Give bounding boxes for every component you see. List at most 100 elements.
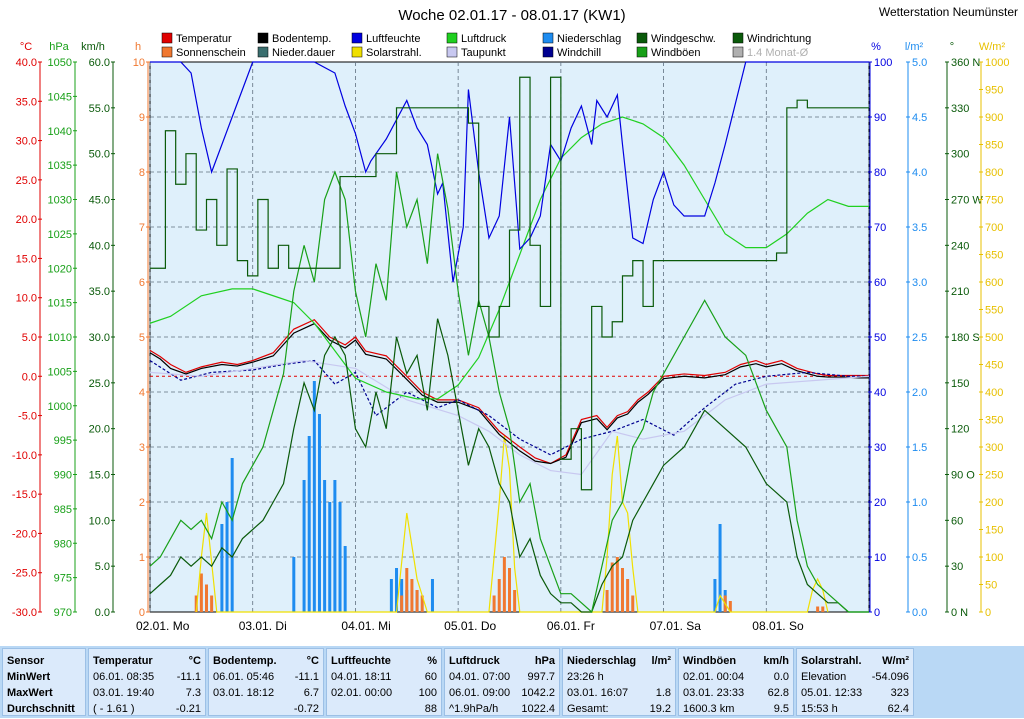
axes: 40.035.030.025.020.015.010.05.00.0-5.0-1… [12,41,1010,619]
axis-tick-label: 950 [985,85,1003,97]
stats-cell-value: -11.1 [176,671,201,683]
legend-label: Windrichtung [747,33,811,45]
axis-tick-label: 1000 [48,401,72,413]
legend: Temperatur Sonnenschein Bodentemp. Nieder.d… [161,32,811,59]
axis-tick-label: 2 [139,497,145,509]
axis-tick-label: 60 [874,277,886,289]
axis-tick-label: -20.0 [12,528,37,540]
stats-sensor: Sensor MinWert MaxWert Durchschnitt [2,648,86,716]
axis-tick-label: 850 [985,140,1003,152]
stats-cell-label: 23:26 h [567,671,604,683]
axis-tick-label: 3.0 [912,277,927,289]
axis-tick-label: 80 [874,167,886,179]
stats-unit: W/m² [882,655,909,667]
x-axis-labels: 02.01. Mo 03.01. Di 04.01. Mi 05.01. Do 06.0… [136,619,804,633]
axis-tick-label: 50 [985,580,997,592]
stats-temperature: Temperatur °C 06.01. 08:35 -11.1 03.01. 19:4… [88,648,206,716]
axis-unit-label: °C [20,41,32,53]
axis-tick-label: 10.0 [89,515,110,527]
axis-tick-label: 40.0 [89,240,110,252]
stats-ground: Bodentemp. °C 06.01. 05:46 -11.1 03.01. 18:1… [208,648,324,716]
axis-tick-label: 50 [874,332,886,344]
axis-tick-label: 0.0 [95,607,110,619]
stats-unit: km/h [763,655,789,667]
axis-tick-label: 9 [139,112,145,124]
stats-unit: °C [188,655,201,667]
axis-tick-label: 4.0 [912,167,927,179]
sunshine-bar [728,601,732,612]
station-name: Wetterstation Neumünster [879,5,1018,19]
rain-bar [292,557,296,612]
stats-row-label: Durchschnitt [7,703,75,715]
rain-bar [230,458,234,612]
stats-cell-value: -0.72 [293,703,319,715]
axis-tick-label: 1045 [48,91,72,103]
legend-label: Windböen [651,47,701,59]
axis-tick-label: -10.0 [12,450,37,462]
stats-unit: hPa [534,655,555,667]
axis-tick-label: 900 [985,112,1003,124]
axis-tick-label: 1040 [48,126,72,138]
sunshine-bar [410,579,414,612]
axis-tick-label: 20.0 [16,214,37,226]
stats-title: Bodentemp. [213,655,277,667]
axis-tick-label: 5 [139,332,145,344]
axis-tick-label: 100 [874,57,892,69]
stats-gusts: Windböen km/h 02.01. 00:04 0.0 03.01. 23:33 6… [678,648,794,716]
legend-label: Nieder.dauer [272,47,335,59]
stats-cell-label: 1600.3 km [683,703,735,715]
axis-tick-label: 600 [985,277,1003,289]
rain-bar [328,502,332,612]
rain-bar [225,502,229,612]
stats-cell-value: 0.0 [773,671,789,683]
axis-tick-label: 1025 [48,229,72,241]
axis-tick-label: 100 [985,552,1003,564]
axis-tick-label: -5.0 [18,411,37,423]
axis-tick-label: 2.0 [912,387,927,399]
stats-cell-value: 997.7 [527,671,555,683]
stats-cell-label: 02.01. 00:04 [683,671,745,683]
rain-bar [333,480,337,612]
series-line-windb-en [149,153,869,614]
axis-tick-label: 30.0 [16,136,37,148]
axis-tick-label: 60 [951,515,963,527]
axis-tick-label: 90 O [951,470,975,482]
stats-cell-value: 60 [424,671,437,683]
stats-cell-value: 6.7 [303,687,319,699]
sunshine-bar [620,568,624,612]
axis-unit-label: % [871,41,881,53]
axis-tick-label: 330 [951,103,969,115]
stats-cell-label: Gesamt: [567,703,609,715]
axis-tick-label: 5.0 [95,561,110,573]
legend-label: Luftdruck [461,33,507,45]
axis-tick-label: 0 [985,607,991,619]
axis-tick-label: 50.0 [89,149,110,161]
axis-tick-label: 0.5 [912,552,927,564]
axis-tick-label: 980 [54,538,72,550]
series-line-windrichtung [150,76,869,491]
sunshine-bar [400,595,404,612]
legend-label: 1.4 Monat-Ø [747,47,809,59]
sunshine-bar [631,595,635,612]
stats-pressure: Luftdruck hPa 04.01. 07:00 997.7 06.01. 09:0… [444,648,560,716]
axis-tick-label: 450 [985,360,1003,372]
axis-tick-label: 3 [139,442,145,454]
axis-tick-label: 1015 [48,298,72,310]
axis-tick-label: 200 [985,497,1003,509]
rain-bar [338,502,342,612]
stats-cell-label: 03.01. 18:12 [213,687,275,699]
axis-tick-label: 990 [54,470,72,482]
x-axis-day-label: 08.01. So [752,619,804,633]
axis-tick-label: 500 [985,332,1003,344]
axis-tick-label: 40.0 [16,57,37,69]
stats-cell-value: -0.21 [175,703,201,715]
series-line-windchill [149,359,869,456]
axis-tick-label: 360 N [951,57,980,69]
legend-label: Luftfeuchte [366,33,420,45]
axis-tick-label: 350 [985,415,1003,427]
stats-title: Windböen [683,655,737,667]
rain-bar [312,381,316,612]
rain-bar [395,568,399,612]
stats-cell-value: 323 [890,687,909,699]
axis-tick-label: 25.0 [89,378,110,390]
